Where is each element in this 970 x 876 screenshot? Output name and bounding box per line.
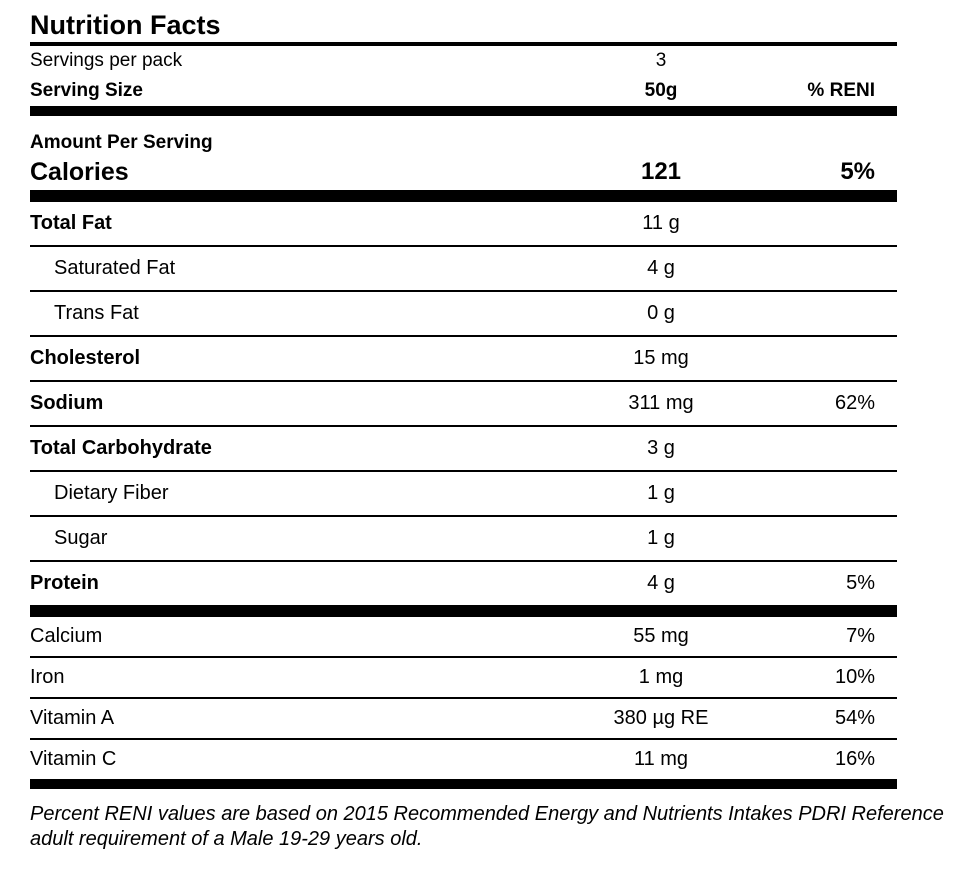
micronutrient-label: Calcium — [30, 625, 103, 647]
footnote-line-1: Percent RENI values are based on 2015 Re… — [30, 803, 944, 825]
nutrient-value: 311 mg — [628, 392, 694, 414]
nutrient-label: Trans Fat — [54, 302, 139, 324]
nutrient-row-sugar: Sugar 1 g — [30, 517, 897, 562]
nutrient-label: Saturated Fat — [54, 257, 176, 279]
label-title: Nutrition Facts — [30, 10, 897, 46]
nutrient-row-total-fat: Total Fat 11 g — [30, 202, 897, 247]
micronutrient-value: 1 mg — [638, 666, 684, 688]
nutrient-value: 3 g — [647, 437, 675, 459]
footnote-line-2: adult requirement of a Male 19-29 years … — [30, 828, 423, 850]
serving-size-label: Serving Size — [30, 80, 143, 101]
micronutrient-reni: 54% — [834, 707, 875, 729]
micronutrient-value: 55 mg — [633, 625, 689, 647]
nutrient-label: Dietary Fiber — [54, 482, 169, 504]
micronutrient-row-iron: Iron 1 mg 10% — [30, 658, 897, 699]
nutrient-label: Total Carbohydrate — [30, 437, 212, 459]
divider-bar-top — [30, 106, 897, 116]
reni-footnote: Percent RENI values are based on 2015 Re… — [30, 802, 960, 852]
calories-row: Calories 121 5% — [30, 154, 897, 190]
nutrition-facts-label: Nutrition Facts Servings per pack 3 Serv… — [30, 10, 897, 789]
servings-per-pack-label: Servings per pack — [30, 50, 183, 71]
calories-value: 121 — [640, 158, 682, 185]
micronutrient-row-vitamin-a: Vitamin A 380 µg RE 54% — [30, 699, 897, 740]
divider-bar-calories — [30, 190, 897, 202]
micronutrient-reni: 7% — [846, 625, 875, 647]
micronutrient-reni: 16% — [834, 748, 875, 770]
nutrient-row-dietary-fiber: Dietary Fiber 1 g — [30, 472, 897, 517]
nutrient-value: 0 g — [647, 302, 675, 324]
micronutrient-row-vitamin-c: Vitamin C 11 mg 16% — [30, 740, 897, 779]
divider-bar-protein — [30, 605, 897, 617]
nutrient-reni: 5% — [846, 572, 875, 594]
nutrient-row-saturated-fat: Saturated Fat 4 g — [30, 247, 897, 292]
nutrient-label: Sugar — [54, 527, 108, 549]
calories-reni: 5% — [840, 158, 875, 185]
servings-per-pack-value: 3 — [655, 50, 667, 71]
serving-size-row: Serving Size 50g % RENI — [30, 76, 897, 106]
micronutrient-label: Vitamin A — [30, 707, 115, 729]
micronutrient-label: Vitamin C — [30, 748, 117, 770]
micronutrient-value: 380 µg RE — [613, 707, 709, 729]
nutrient-value: 4 g — [647, 572, 675, 594]
micronutrient-label: Iron — [30, 666, 65, 688]
nutrient-row-total-carbohydrate: Total Carbohydrate 3 g — [30, 427, 897, 472]
nutrient-row-cholesterol: Cholesterol 15 mg — [30, 337, 897, 382]
nutrient-value: 1 g — [647, 527, 675, 549]
nutrient-label: Total Fat — [30, 212, 112, 234]
reni-column-header: % RENI — [807, 80, 875, 101]
divider-bar-bottom — [30, 779, 897, 789]
nutrient-value: 4 g — [647, 257, 675, 279]
nutrient-label: Cholesterol — [30, 347, 141, 369]
nutrient-reni: 62% — [834, 392, 875, 414]
micronutrient-row-calcium: Calcium 55 mg 7% — [30, 617, 897, 658]
servings-per-pack-row: Servings per pack 3 — [30, 46, 897, 76]
nutrient-value: 15 mg — [633, 347, 689, 369]
calories-label: Calories — [30, 157, 129, 186]
micronutrient-value: 11 mg — [633, 748, 689, 770]
nutrient-value: 1 g — [647, 482, 675, 504]
amount-per-serving-heading: Amount Per Serving — [30, 132, 213, 153]
nutrient-row-trans-fat: Trans Fat 0 g — [30, 292, 897, 337]
nutrient-label: Protein — [30, 572, 99, 594]
micronutrient-reni: 10% — [834, 666, 875, 688]
nutrient-row-protein: Protein 4 g 5% — [30, 562, 897, 605]
serving-size-value: 50g — [644, 80, 678, 101]
nutrient-row-sodium: Sodium 311 mg 62% — [30, 382, 897, 427]
nutrient-value: 11 g — [642, 212, 680, 234]
nutrient-label: Sodium — [30, 392, 104, 414]
